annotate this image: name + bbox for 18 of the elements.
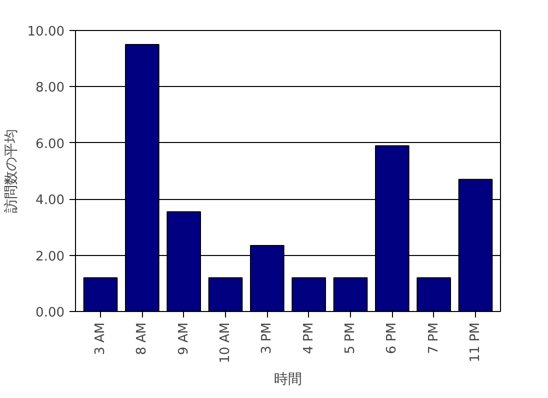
- x-tick-label: 3 AM: [93, 322, 108, 356]
- y-tick-label: 10.00: [27, 24, 64, 40]
- x-tick-label: 3 PM: [260, 322, 275, 354]
- x-tick-label: 9 AM: [176, 322, 192, 356]
- y-tick-label: 2.00: [36, 249, 65, 264]
- y-axis-title: 訪問数の平均: [3, 129, 20, 213]
- y-tick-label: 0.00: [36, 306, 65, 320]
- y-tick-label: 6.00: [36, 136, 65, 152]
- x-tick-label: 11 PM: [468, 322, 483, 362]
- x-tick-label: 6 PM: [384, 322, 400, 354]
- y-tick-label: 8.00: [36, 80, 65, 96]
- x-tick-label: 5 PM: [343, 322, 358, 354]
- x-tick-label: 10 AM: [218, 322, 233, 364]
- x-axis-title: 時間: [274, 371, 302, 388]
- x-tick-label: 4 PM: [301, 322, 316, 354]
- x-tick-label: 8 AM: [134, 322, 150, 356]
- y-tick-label: 4.00: [36, 193, 65, 208]
- x-tick-label: 7 PM: [426, 322, 442, 354]
